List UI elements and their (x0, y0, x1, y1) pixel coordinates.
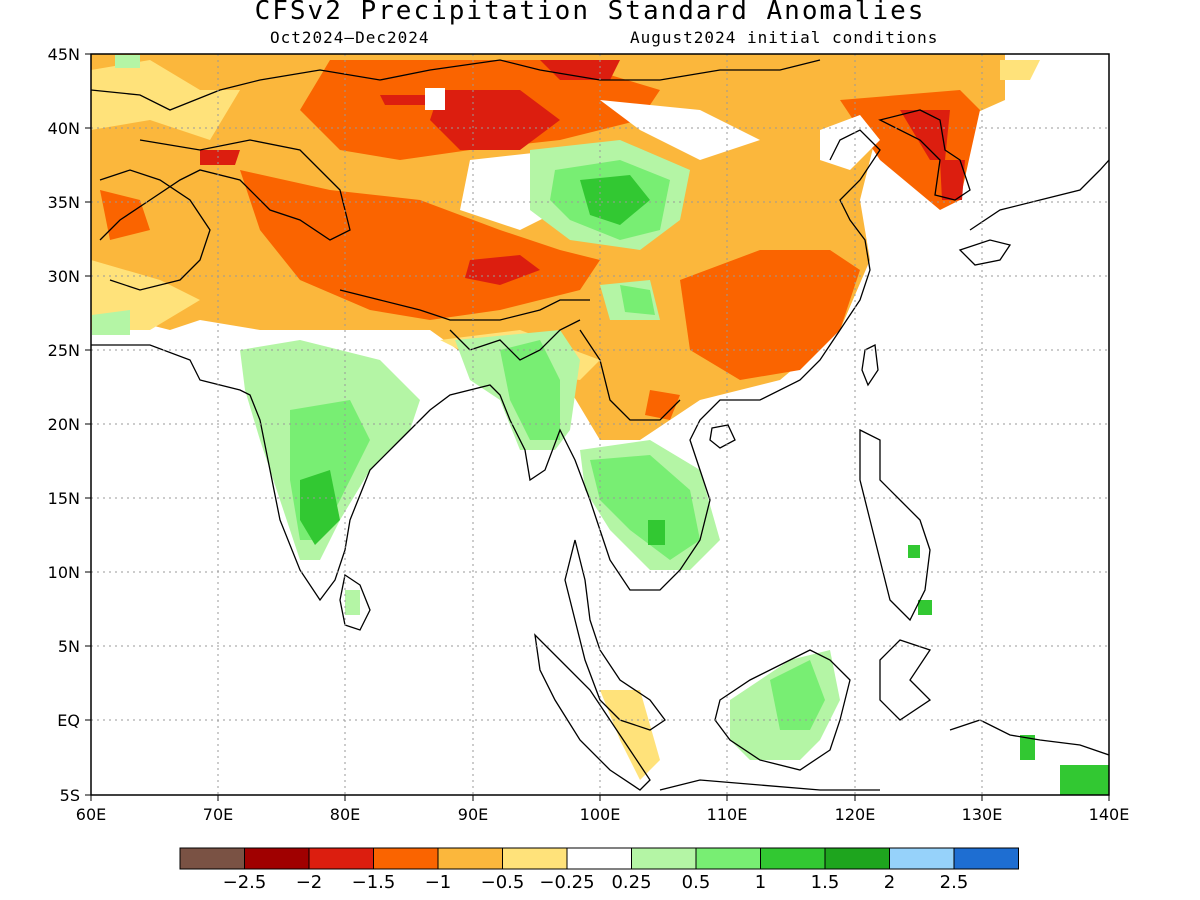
lon-label: 140E (1089, 805, 1130, 824)
legend-swatch (631, 847, 697, 870)
legend-swatch (824, 847, 890, 870)
legend-tick-label: −1 (425, 872, 452, 893)
legend-tick-label: −1.5 (352, 872, 396, 893)
lat-label: 10N (48, 563, 80, 582)
gridlines (91, 54, 1109, 795)
legend-tick-label: −0.5 (481, 872, 525, 893)
lat-label: 25N (48, 341, 80, 360)
lat-label: EQ (57, 711, 80, 730)
legend-colorbar (179, 847, 1019, 870)
lon-label: 100E (580, 805, 621, 824)
legend-tick-label: 2 (884, 872, 895, 893)
lat-label: 40N (48, 119, 80, 138)
lon-label: 90E (458, 805, 488, 824)
legend-swatch (566, 847, 632, 870)
lon-label: 110E (707, 805, 748, 824)
map-title: CFSv2 Precipitation Standard Anomalies (254, 0, 926, 26)
lat-label: 45N (48, 45, 80, 64)
lat-label: 30N (48, 267, 80, 286)
legend-tick-label: −2 (296, 872, 323, 893)
coastlines (91, 59, 1109, 791)
legend-swatch (437, 847, 503, 870)
axis-ticks (85, 53, 1110, 801)
region-positive-strong (580, 175, 650, 225)
lat-label: 5N (58, 637, 80, 656)
lat-label: 5S (60, 786, 80, 805)
legend-tick-label: −2.5 (223, 872, 267, 893)
legend-swatch (373, 847, 439, 870)
lon-label: 70E (203, 805, 233, 824)
legend-tick-label: 1.5 (811, 872, 840, 893)
legend-tick-label: −0.25 (539, 872, 594, 893)
legend-tick-label: 0.5 (682, 872, 711, 893)
latitude-labels: 45N 40N 35N 30N 25N 20N 15N 10N 5N EQ 5S (48, 45, 80, 805)
legend-tick-label: 2.5 (940, 872, 969, 893)
region-negative-medium (240, 170, 600, 320)
legend-swatch (244, 847, 310, 870)
legend-swatch (308, 847, 374, 870)
region-negative-strong (430, 90, 560, 150)
lat-label: 15N (48, 489, 80, 508)
lat-label: 20N (48, 415, 80, 434)
legend-tick-label: 0.25 (611, 872, 651, 893)
anomaly-field (91, 54, 1109, 795)
legend-swatch (889, 847, 955, 870)
lon-label: 120E (835, 805, 876, 824)
legend-swatch (502, 847, 568, 870)
initial-conditions-label: August2024 initial conditions (630, 28, 939, 47)
legend-swatch (695, 847, 761, 870)
legend-swatch (953, 847, 1019, 870)
forecast-period: Oct2024–Dec2024 (270, 28, 430, 47)
longitude-labels: 60E 70E 80E 90E 100E 110E 120E 130E 140E (76, 805, 1130, 824)
region-negative-pale (91, 60, 240, 140)
lon-label: 130E (962, 805, 1003, 824)
lat-label: 35N (48, 193, 80, 212)
lon-label: 60E (76, 805, 106, 824)
legend-swatch (179, 847, 245, 870)
legend-swatch (760, 847, 826, 870)
legend-tick-labels: −2.5 −2 −1.5 −1 −0.5 −0.25 0.25 0.5 1 1.5 2 2.5 (223, 872, 969, 893)
lon-label: 80E (330, 805, 360, 824)
legend-tick-label: 1 (755, 872, 766, 893)
